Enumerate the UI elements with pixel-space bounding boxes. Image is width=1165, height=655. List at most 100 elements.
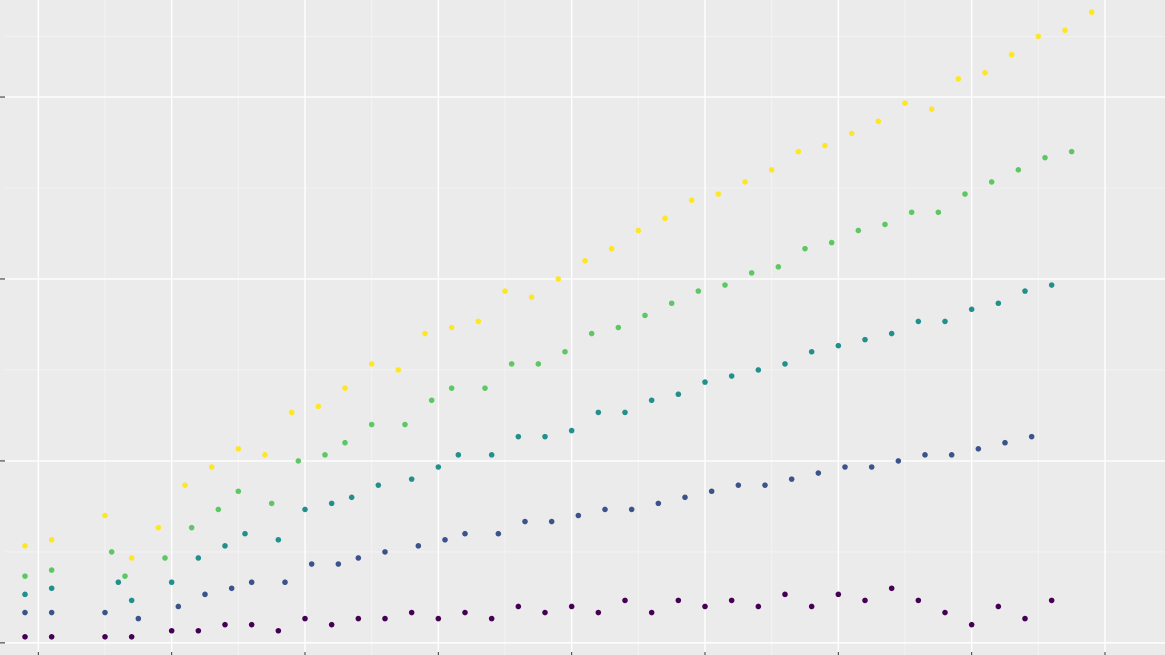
data-point	[982, 69, 988, 76]
data-point	[348, 494, 355, 501]
data-point	[855, 227, 862, 234]
data-point	[475, 318, 482, 325]
data-point	[375, 482, 382, 488]
data-point	[302, 615, 308, 622]
data-point	[688, 197, 695, 203]
data-point	[942, 609, 948, 616]
data-point	[575, 512, 582, 519]
data-point	[1048, 597, 1055, 604]
data-point	[568, 603, 575, 610]
data-point	[968, 306, 975, 313]
data-point	[435, 615, 442, 622]
data-point	[822, 142, 828, 149]
data-point	[155, 524, 162, 531]
data-point	[208, 464, 215, 470]
data-point	[835, 342, 842, 349]
data-point	[395, 367, 402, 373]
data-point	[328, 500, 335, 507]
data-point	[128, 555, 135, 561]
data-point	[782, 361, 788, 367]
data-point	[22, 543, 28, 549]
data-point	[675, 597, 682, 604]
data-point	[662, 215, 668, 222]
data-point	[48, 567, 55, 573]
data-point	[888, 585, 895, 592]
data-point	[868, 464, 875, 470]
data-point	[102, 609, 108, 616]
data-point	[382, 615, 388, 622]
data-point	[48, 585, 55, 592]
data-point	[115, 579, 122, 586]
data-point	[195, 555, 202, 561]
data-point	[862, 597, 868, 604]
data-point	[408, 476, 415, 482]
data-point	[955, 76, 962, 82]
data-point	[262, 452, 268, 458]
data-point	[728, 373, 735, 379]
data-point	[555, 276, 562, 282]
data-point	[1088, 9, 1095, 15]
data-point	[768, 167, 775, 173]
data-point	[515, 433, 522, 440]
data-point	[355, 555, 362, 561]
data-point	[755, 367, 762, 373]
data-point	[535, 361, 542, 367]
data-point	[935, 209, 942, 216]
data-point	[228, 585, 235, 592]
data-point	[22, 609, 28, 616]
data-point	[782, 591, 788, 598]
data-point	[128, 634, 135, 640]
data-point	[1028, 433, 1035, 440]
data-point	[882, 221, 888, 228]
data-point	[288, 409, 295, 416]
data-point	[722, 282, 728, 288]
data-point	[315, 403, 322, 410]
data-point	[582, 257, 588, 264]
data-point	[448, 324, 455, 331]
data-point	[462, 609, 468, 616]
data-point	[235, 445, 242, 452]
data-point	[615, 324, 622, 331]
data-point	[828, 239, 835, 246]
data-point	[428, 397, 435, 404]
data-point	[342, 385, 348, 391]
data-point	[835, 591, 842, 598]
data-point	[908, 209, 915, 216]
data-point	[128, 597, 135, 604]
data-point	[708, 488, 715, 495]
data-point	[488, 615, 495, 622]
data-point	[1008, 51, 1015, 58]
data-point	[462, 530, 468, 537]
data-point	[802, 245, 808, 252]
data-point	[1035, 33, 1042, 40]
data-point	[808, 348, 815, 355]
data-point	[122, 573, 128, 579]
data-point	[595, 409, 602, 416]
data-point	[335, 561, 342, 567]
data-point	[655, 500, 662, 507]
data-point	[22, 634, 28, 640]
data-point	[508, 361, 515, 367]
data-point	[942, 318, 948, 325]
data-point	[888, 330, 895, 337]
data-point	[975, 445, 982, 452]
data-point	[702, 379, 708, 385]
data-point	[1022, 615, 1028, 622]
data-point	[788, 476, 795, 482]
data-point	[328, 621, 335, 628]
data-point	[795, 148, 802, 155]
data-point	[895, 458, 902, 464]
data-point	[988, 179, 995, 185]
data-point	[282, 579, 288, 586]
data-point	[308, 561, 315, 567]
data-point	[728, 597, 735, 604]
data-point	[102, 512, 108, 519]
data-point	[448, 385, 455, 391]
data-point	[1042, 154, 1048, 161]
data-point	[415, 543, 422, 549]
data-point	[675, 391, 682, 398]
data-points	[22, 9, 1095, 640]
data-point	[622, 409, 628, 416]
major-gridlines	[5, 0, 1165, 655]
